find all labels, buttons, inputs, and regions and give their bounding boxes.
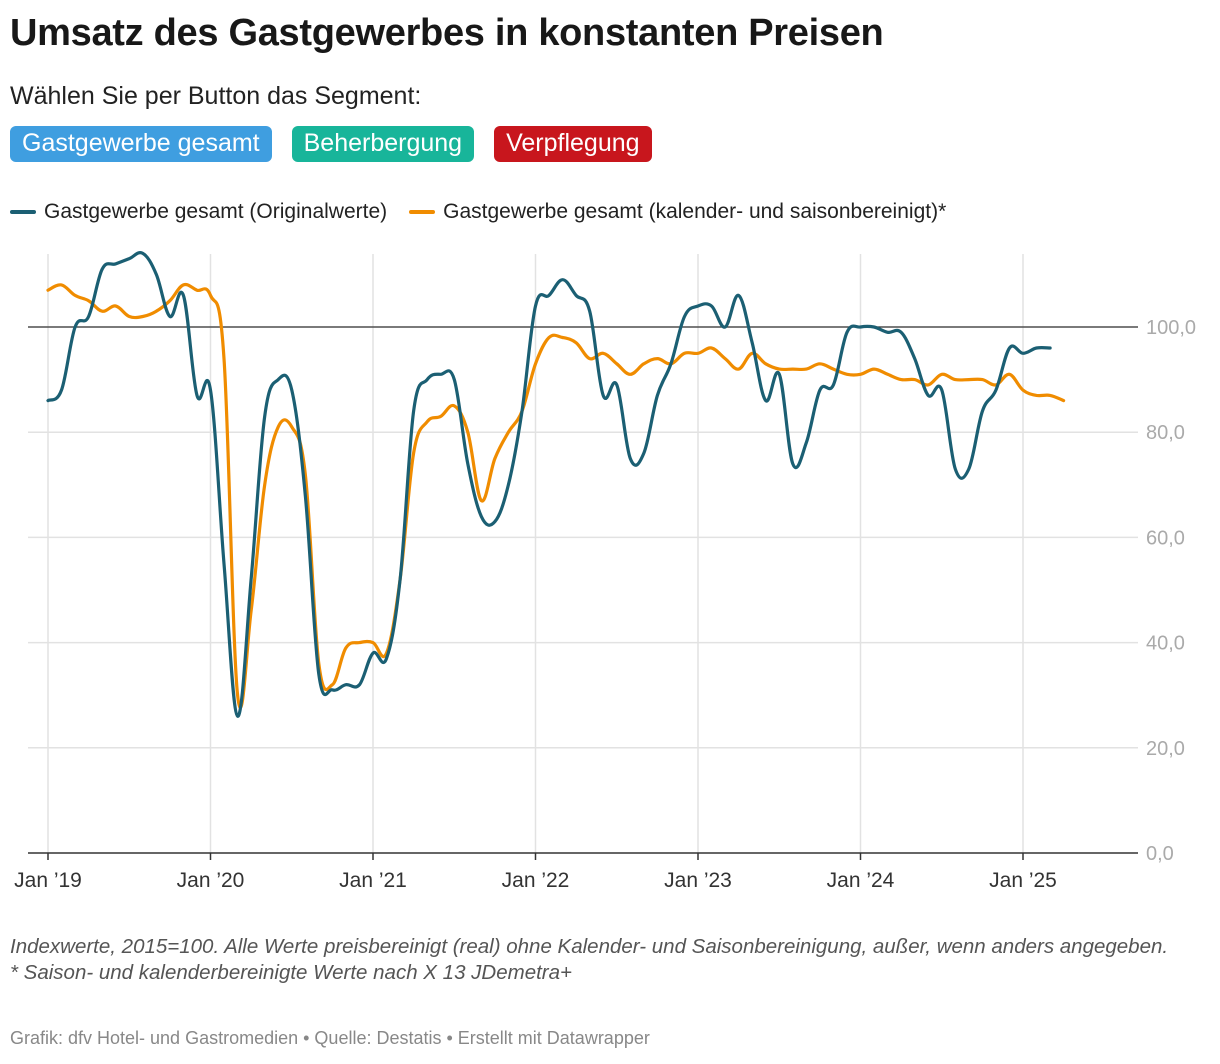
x-tick-label: Jan ’19 — [14, 869, 82, 892]
x-tick-label: Jan ’25 — [989, 869, 1057, 892]
footnote-seasonal: * Saison- und kalenderbereinigte Werte n… — [10, 961, 572, 984]
segment-button-gastgewerbe-gesamt[interactable]: Gastgewerbe gesamt — [10, 126, 272, 162]
page-title: Umsatz des Gastgewerbes in konstanten Pr… — [10, 12, 884, 54]
x-tick-label: Jan ’20 — [177, 869, 245, 892]
y-tick-label: 100,0 — [1146, 317, 1196, 339]
y-tick-label: 20,0 — [1146, 738, 1185, 760]
x-tick-label: Jan ’22 — [502, 869, 570, 892]
legend-item-original: Gastgewerbe gesamt (Originalwerte) — [10, 200, 387, 224]
grid-lines — [28, 254, 1138, 853]
legend-swatch-original — [10, 210, 36, 214]
series-line-original — [46, 251, 1052, 718]
source-credit: Grafik: dfv Hotel- und Gastromedien • Qu… — [10, 1028, 650, 1048]
chart-legend: Gastgewerbe gesamt (Originalwerte) Gastg… — [10, 200, 946, 224]
y-tick-label: 80,0 — [1146, 422, 1185, 444]
legend-label-original: Gastgewerbe gesamt (Originalwerte) — [44, 200, 388, 223]
y-tick-label: 0,0 — [1146, 843, 1174, 865]
segment-button-verpflegung[interactable]: Verpflegung — [494, 126, 652, 162]
legend-swatch-adjusted — [409, 210, 436, 214]
y-tick-label: 40,0 — [1146, 633, 1185, 655]
segment-instruction: Wählen Sie per Button das Segment: — [10, 82, 422, 110]
axes: 0,0 20,0 40,0 60,0 80,0 100,0 Jan ’19 Jan ’20 Ja… — [14, 317, 1196, 892]
y-tick-label: 60,0 — [1146, 527, 1185, 549]
legend-label-adjusted: Gastgewerbe gesamt (kalender- und saison… — [443, 200, 947, 223]
segment-buttons: Gastgewerbe gesamt Beherbergung Verpfleg… — [10, 126, 652, 162]
series-line-adjusted — [46, 282, 1066, 709]
x-tick-label: Jan ’24 — [827, 869, 895, 892]
legend-item-adjusted: Gastgewerbe gesamt (kalender- und saison… — [409, 200, 946, 224]
footnotes: Indexwerte, 2015=100. Alle Werte preisbe… — [10, 934, 1210, 986]
line-chart: 0,0 20,0 40,0 60,0 80,0 100,0 Jan ’19 Jan ’20 Ja… — [14, 251, 1196, 892]
footnote-index: Indexwerte, 2015=100. Alle Werte preisbe… — [10, 935, 1169, 958]
x-tick-label: Jan ’23 — [664, 869, 732, 892]
series-lines — [46, 251, 1066, 718]
x-tick-label: Jan ’21 — [339, 869, 407, 892]
segment-button-beherbergung[interactable]: Beherbergung — [291, 126, 475, 162]
